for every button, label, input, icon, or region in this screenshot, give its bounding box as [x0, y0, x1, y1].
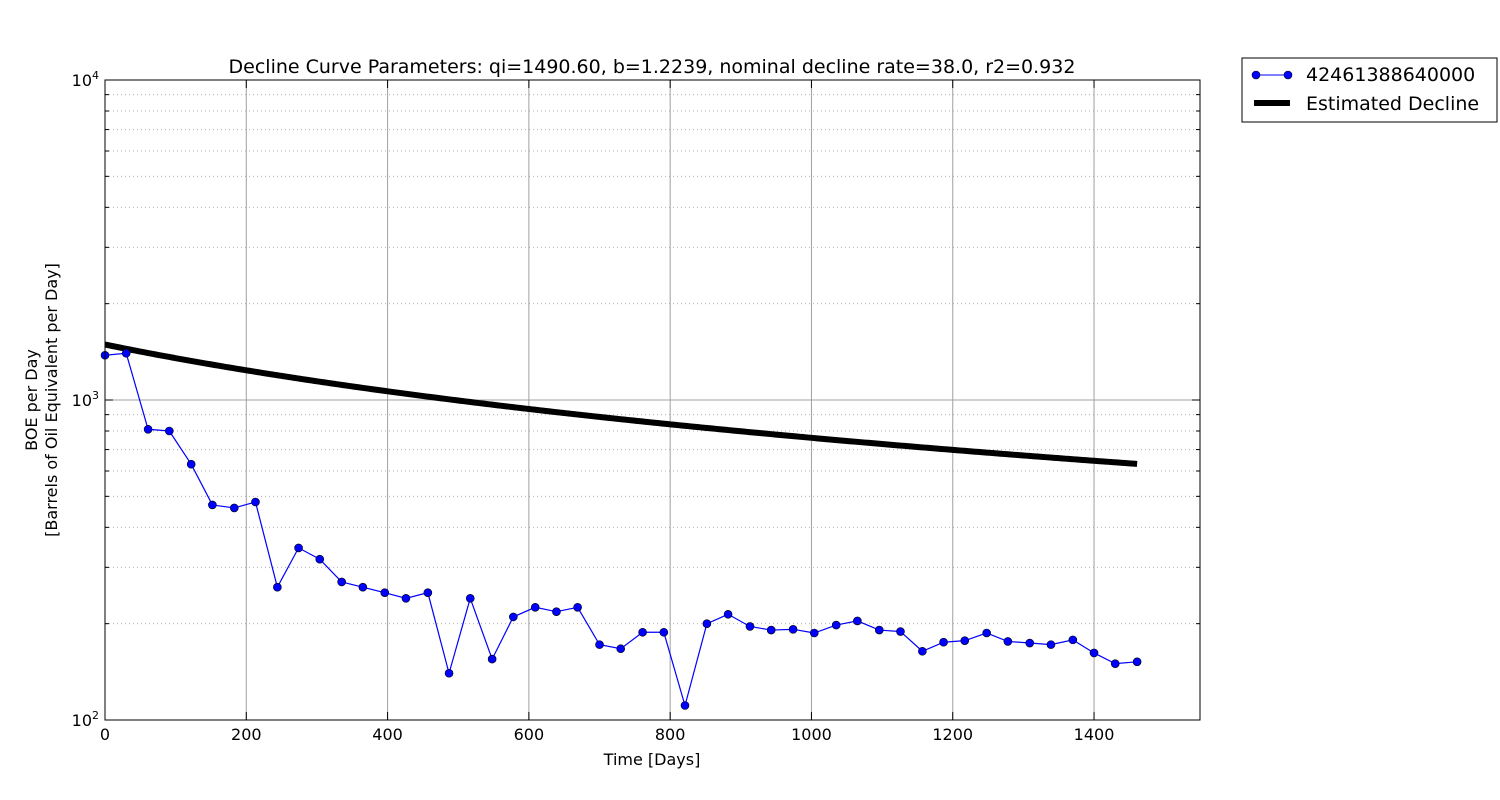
production-data-point [121, 348, 131, 358]
production-data-point [358, 582, 368, 592]
x-axis-label: Time [Days] [603, 750, 701, 769]
estimated-decline-line [104, 341, 1140, 467]
production-data-point [766, 625, 776, 635]
production-data-point [1046, 640, 1056, 649]
production-data-point [831, 620, 841, 630]
production-data-point [143, 424, 153, 434]
production-data-point [896, 627, 905, 636]
production-data-point [380, 588, 390, 597]
y-axis-label-line1: BOE per Day [22, 349, 41, 451]
production-data-point [229, 503, 239, 513]
x-tick-label: 1000 [791, 725, 832, 744]
production-data-point [251, 497, 260, 507]
production-data-point [616, 644, 626, 654]
production-data-point [552, 607, 561, 616]
production-data-point [401, 594, 411, 603]
grid-layer [104, 79, 1200, 721]
production-data-point [1132, 657, 1142, 667]
production-data-point [939, 637, 948, 647]
production-data-point [788, 625, 798, 634]
production-data-point [1025, 638, 1035, 648]
y-axis-label: BOE per Day [Barrels of Oil Equivalent p… [22, 263, 61, 537]
production-data-point [186, 459, 196, 469]
legend-box [1241, 57, 1498, 123]
chart-title: Decline Curve Parameters: qi=1490.60, b=… [229, 56, 1076, 78]
production-data-point [573, 603, 582, 612]
production-data-point [423, 588, 433, 597]
production-data-point [680, 701, 690, 710]
production-data-point [1089, 648, 1099, 658]
production-series-layer [100, 348, 1142, 710]
legend-label-decline: Estimated Decline [1306, 93, 1479, 115]
estimated-decline-layer [104, 341, 1140, 467]
y-tick-label: 104 [72, 69, 99, 90]
legend-label-production: 42461388640000 [1306, 64, 1475, 86]
x-tick-label: 600 [514, 725, 545, 744]
production-data-point [337, 577, 346, 587]
production-data-point [465, 594, 475, 603]
x-tick-label: 1400 [1074, 725, 1115, 744]
production-data-point [1003, 637, 1013, 646]
legend-marker-production [1251, 70, 1261, 80]
production-data-point [487, 654, 497, 664]
legend: 42461388640000 Estimated Decline [1241, 57, 1498, 123]
y-tick-label: 103 [72, 389, 99, 410]
x-tick-label: 200 [231, 725, 262, 744]
production-data-point [638, 627, 647, 637]
production-data-point [982, 628, 991, 638]
production-data-point [745, 622, 755, 631]
production-data-point [294, 543, 303, 553]
production-data-point [874, 625, 884, 635]
x-tick-label: 800 [655, 725, 686, 744]
y-axis-label-line2: [Barrels of Oil Equivalent per Day] [42, 263, 61, 537]
production-data-point [509, 612, 518, 622]
production-data-point [702, 619, 712, 628]
x-tick-label: 1200 [932, 725, 973, 744]
production-data-point [164, 426, 174, 436]
production-data-point [315, 554, 325, 564]
production-data-point [208, 500, 217, 510]
x-tick-label: 400 [372, 725, 403, 744]
production-data-point [918, 646, 927, 656]
production-data-point [723, 609, 733, 619]
legend-marker-production [1283, 70, 1293, 80]
y-tick-label: 102 [72, 709, 99, 730]
production-data-point [595, 640, 604, 649]
x-tick-label: 0 [100, 725, 110, 744]
production-data-point [1110, 659, 1120, 668]
production-data-point [273, 582, 282, 592]
ticks-layer: 102 103 104 0 200 400 600 800 1000 1200 1400 [72, 69, 1200, 744]
production-data-point [444, 668, 454, 678]
production-data-point [809, 628, 819, 638]
production-data-point [853, 616, 862, 626]
production-data-point [1068, 635, 1078, 645]
production-data-point [960, 636, 970, 645]
production-data-point [530, 603, 540, 612]
production-data-point [659, 627, 669, 637]
